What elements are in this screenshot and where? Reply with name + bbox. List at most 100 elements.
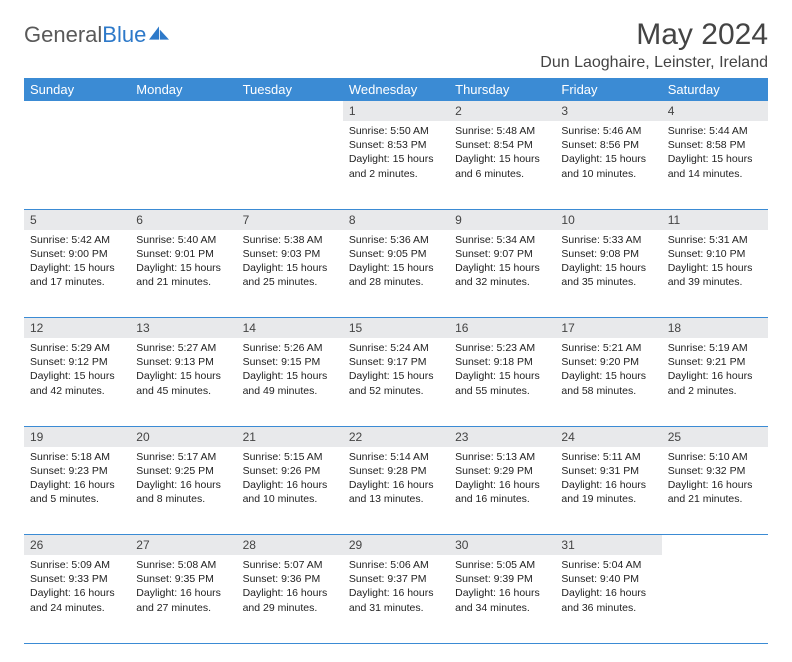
logo-text-blue: Blue xyxy=(102,22,146,47)
day-number: 16 xyxy=(449,318,555,338)
day-content: Sunrise: 5:19 AMSunset: 9:21 PMDaylight:… xyxy=(662,338,768,402)
weekday-header: Monday xyxy=(130,78,236,101)
day-content: Sunrise: 5:42 AMSunset: 9:00 PMDaylight:… xyxy=(24,230,130,294)
day-cell: Sunrise: 5:05 AMSunset: 9:39 PMDaylight:… xyxy=(449,555,555,643)
day-content: Sunrise: 5:50 AMSunset: 8:53 PMDaylight:… xyxy=(343,121,449,185)
day-content: Sunrise: 5:40 AMSunset: 9:01 PMDaylight:… xyxy=(130,230,236,294)
day-number: 7 xyxy=(237,210,343,230)
day-content: Sunrise: 5:13 AMSunset: 9:29 PMDaylight:… xyxy=(449,447,555,511)
day-content: Sunrise: 5:23 AMSunset: 9:18 PMDaylight:… xyxy=(449,338,555,402)
day-cell: Sunrise: 5:08 AMSunset: 9:35 PMDaylight:… xyxy=(130,555,236,643)
day-cell: Sunrise: 5:06 AMSunset: 9:37 PMDaylight:… xyxy=(343,555,449,643)
day-number: 17 xyxy=(555,318,661,338)
day-cell: Sunrise: 5:14 AMSunset: 9:28 PMDaylight:… xyxy=(343,447,449,535)
day-content: Sunrise: 5:27 AMSunset: 9:13 PMDaylight:… xyxy=(130,338,236,402)
content-row: Sunrise: 5:42 AMSunset: 9:00 PMDaylight:… xyxy=(24,230,768,318)
day-content: Sunrise: 5:11 AMSunset: 9:31 PMDaylight:… xyxy=(555,447,661,511)
weekday-header: Sunday xyxy=(24,78,130,101)
day-number: 1 xyxy=(343,101,449,121)
day-content: Sunrise: 5:24 AMSunset: 9:17 PMDaylight:… xyxy=(343,338,449,402)
daynum-row: 1234 xyxy=(24,101,768,121)
day-content: Sunrise: 5:36 AMSunset: 9:05 PMDaylight:… xyxy=(343,230,449,294)
day-number: 26 xyxy=(24,535,130,555)
day-cell xyxy=(130,121,236,209)
day-cell: Sunrise: 5:27 AMSunset: 9:13 PMDaylight:… xyxy=(130,338,236,426)
weekday-header: Thursday xyxy=(449,78,555,101)
day-number: 23 xyxy=(449,427,555,447)
content-row: Sunrise: 5:29 AMSunset: 9:12 PMDaylight:… xyxy=(24,338,768,426)
day-content: Sunrise: 5:48 AMSunset: 8:54 PMDaylight:… xyxy=(449,121,555,185)
day-cell: Sunrise: 5:34 AMSunset: 9:07 PMDaylight:… xyxy=(449,230,555,318)
day-number: 21 xyxy=(237,427,343,447)
day-content: Sunrise: 5:33 AMSunset: 9:08 PMDaylight:… xyxy=(555,230,661,294)
day-cell xyxy=(237,121,343,209)
logo-text: GeneralBlue xyxy=(24,22,146,48)
title-month: May 2024 xyxy=(540,18,768,52)
day-number: 22 xyxy=(343,427,449,447)
day-cell: Sunrise: 5:17 AMSunset: 9:25 PMDaylight:… xyxy=(130,447,236,535)
daynum-row: 262728293031 xyxy=(24,535,768,556)
day-number: 11 xyxy=(662,210,768,230)
day-cell: Sunrise: 5:21 AMSunset: 9:20 PMDaylight:… xyxy=(555,338,661,426)
day-content: Sunrise: 5:04 AMSunset: 9:40 PMDaylight:… xyxy=(555,555,661,619)
day-cell: Sunrise: 5:18 AMSunset: 9:23 PMDaylight:… xyxy=(24,447,130,535)
weekday-header: Saturday xyxy=(662,78,768,101)
day-cell: Sunrise: 5:19 AMSunset: 9:21 PMDaylight:… xyxy=(662,338,768,426)
day-cell: Sunrise: 5:38 AMSunset: 9:03 PMDaylight:… xyxy=(237,230,343,318)
daynum-row: 567891011 xyxy=(24,209,768,230)
day-number: 9 xyxy=(449,210,555,230)
content-row: Sunrise: 5:09 AMSunset: 9:33 PMDaylight:… xyxy=(24,555,768,643)
calendar-table: SundayMondayTuesdayWednesdayThursdayFrid… xyxy=(24,78,768,644)
day-cell: Sunrise: 5:07 AMSunset: 9:36 PMDaylight:… xyxy=(237,555,343,643)
day-number: 30 xyxy=(449,535,555,555)
logo: GeneralBlue xyxy=(24,22,169,48)
day-cell: Sunrise: 5:42 AMSunset: 9:00 PMDaylight:… xyxy=(24,230,130,318)
daynum-row: 12131415161718 xyxy=(24,318,768,339)
day-number: 10 xyxy=(555,210,661,230)
day-content: Sunrise: 5:18 AMSunset: 9:23 PMDaylight:… xyxy=(24,447,130,511)
day-content: Sunrise: 5:46 AMSunset: 8:56 PMDaylight:… xyxy=(555,121,661,185)
day-content: Sunrise: 5:08 AMSunset: 9:35 PMDaylight:… xyxy=(130,555,236,619)
day-content: Sunrise: 5:34 AMSunset: 9:07 PMDaylight:… xyxy=(449,230,555,294)
weekday-header-row: SundayMondayTuesdayWednesdayThursdayFrid… xyxy=(24,78,768,101)
day-content: Sunrise: 5:29 AMSunset: 9:12 PMDaylight:… xyxy=(24,338,130,402)
day-number: 4 xyxy=(662,101,768,121)
day-cell: Sunrise: 5:31 AMSunset: 9:10 PMDaylight:… xyxy=(662,230,768,318)
day-content: Sunrise: 5:14 AMSunset: 9:28 PMDaylight:… xyxy=(343,447,449,511)
day-cell: Sunrise: 5:46 AMSunset: 8:56 PMDaylight:… xyxy=(555,121,661,209)
day-cell: Sunrise: 5:13 AMSunset: 9:29 PMDaylight:… xyxy=(449,447,555,535)
day-number: 5 xyxy=(24,210,130,230)
title-location: Dun Laoghaire, Leinster, Ireland xyxy=(540,54,768,72)
day-cell: Sunrise: 5:24 AMSunset: 9:17 PMDaylight:… xyxy=(343,338,449,426)
weekday-header: Friday xyxy=(555,78,661,101)
day-content: Sunrise: 5:07 AMSunset: 9:36 PMDaylight:… xyxy=(237,555,343,619)
day-cell xyxy=(24,121,130,209)
day-number: 28 xyxy=(237,535,343,555)
content-row: Sunrise: 5:18 AMSunset: 9:23 PMDaylight:… xyxy=(24,447,768,535)
day-number: 27 xyxy=(130,535,236,555)
content-row: Sunrise: 5:50 AMSunset: 8:53 PMDaylight:… xyxy=(24,121,768,209)
day-content: Sunrise: 5:06 AMSunset: 9:37 PMDaylight:… xyxy=(343,555,449,619)
day-cell: Sunrise: 5:10 AMSunset: 9:32 PMDaylight:… xyxy=(662,447,768,535)
day-number: 24 xyxy=(555,427,661,447)
day-number: 31 xyxy=(555,535,661,555)
day-content: Sunrise: 5:15 AMSunset: 9:26 PMDaylight:… xyxy=(237,447,343,511)
day-number: 15 xyxy=(343,318,449,338)
day-number: 14 xyxy=(237,318,343,338)
day-number: 20 xyxy=(130,427,236,447)
day-content: Sunrise: 5:38 AMSunset: 9:03 PMDaylight:… xyxy=(237,230,343,294)
day-content: Sunrise: 5:21 AMSunset: 9:20 PMDaylight:… xyxy=(555,338,661,402)
day-number: 18 xyxy=(662,318,768,338)
day-cell: Sunrise: 5:15 AMSunset: 9:26 PMDaylight:… xyxy=(237,447,343,535)
daynum-row: 19202122232425 xyxy=(24,426,768,447)
day-content: Sunrise: 5:09 AMSunset: 9:33 PMDaylight:… xyxy=(24,555,130,619)
day-cell: Sunrise: 5:09 AMSunset: 9:33 PMDaylight:… xyxy=(24,555,130,643)
day-cell: Sunrise: 5:48 AMSunset: 8:54 PMDaylight:… xyxy=(449,121,555,209)
day-cell: Sunrise: 5:50 AMSunset: 8:53 PMDaylight:… xyxy=(343,121,449,209)
day-cell: Sunrise: 5:33 AMSunset: 9:08 PMDaylight:… xyxy=(555,230,661,318)
day-content: Sunrise: 5:31 AMSunset: 9:10 PMDaylight:… xyxy=(662,230,768,294)
day-cell: Sunrise: 5:36 AMSunset: 9:05 PMDaylight:… xyxy=(343,230,449,318)
day-number: 3 xyxy=(555,101,661,121)
day-content: Sunrise: 5:17 AMSunset: 9:25 PMDaylight:… xyxy=(130,447,236,511)
title-block: May 2024 Dun Laoghaire, Leinster, Irelan… xyxy=(540,18,768,72)
